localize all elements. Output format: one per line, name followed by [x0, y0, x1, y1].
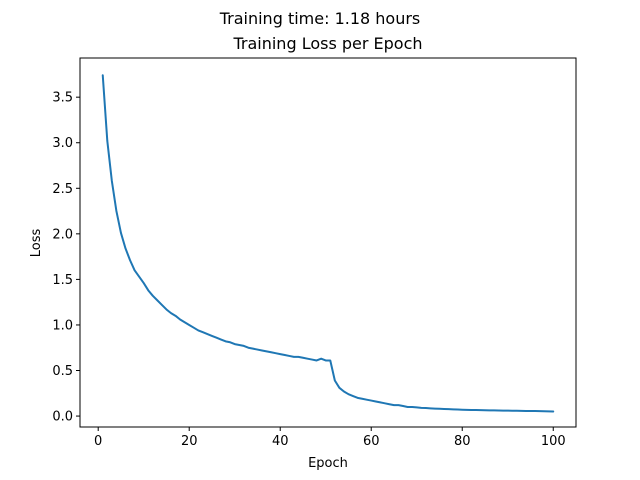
axis-ticks: 0 20 40 60 80 100 0.0 0.5 1.0 1.5 2.0 2.5 3.0 3.5 [52, 91, 565, 449]
y-tick-label: 3.5 [52, 91, 73, 106]
y-tick-label: 0.0 [52, 410, 73, 425]
y-tick-label: 2.5 [52, 182, 73, 197]
x-tick-label: 100 [541, 434, 566, 449]
y-tick-label: 3.0 [52, 136, 73, 151]
x-tick-label: 20 [181, 434, 198, 449]
y-tick-label: 1.5 [52, 273, 73, 288]
y-tick-label: 2.0 [52, 227, 73, 242]
y-tick-label: 1.0 [52, 318, 73, 333]
x-axis-label: Epoch [308, 456, 348, 471]
y-axis-label: Loss [29, 229, 44, 258]
chart-title: Training Loss per Epoch [232, 34, 422, 53]
x-tick-label: 40 [272, 434, 289, 449]
x-tick-label: 0 [94, 434, 102, 449]
axes-frame [79, 57, 577, 428]
plot-area [101, 74, 555, 413]
chart-suptitle: Training time: 1.18 hours [219, 9, 421, 28]
x-tick-label: 80 [454, 434, 471, 449]
y-tick-label: 0.5 [52, 364, 73, 379]
loss-series-line [101, 74, 555, 413]
x-tick-label: 60 [363, 434, 380, 449]
